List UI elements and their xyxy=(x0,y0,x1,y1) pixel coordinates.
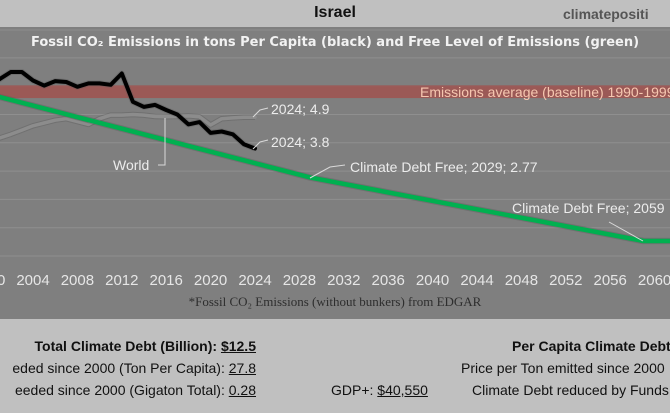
total-climate-debt-value: $12.5 xyxy=(220,338,256,354)
gdp-value: $40,550 xyxy=(377,382,428,398)
x-tick-label: 2056 xyxy=(594,272,627,289)
summary-panel: Total Climate Debt (Billion): $12.5 eded… xyxy=(0,319,670,413)
annotation-debt-free-2059: Climate Debt Free; 2059 xyxy=(512,200,665,216)
leader-world-2024 xyxy=(252,107,269,118)
x-tick-label: 2040 xyxy=(416,272,449,289)
gdp: GDP+: $40,550 xyxy=(331,382,428,398)
annotation-israel-2024: 2024; 3.8 xyxy=(271,134,330,150)
ton-per-capita-value: 27.8 xyxy=(228,360,256,376)
x-tick-label: 2008 xyxy=(61,272,94,289)
x-tick-label: 2060 xyxy=(638,272,670,289)
funds-reduction-label: Climate Debt reduced by Funds xyxy=(472,382,669,398)
leader-debt-free-2029 xyxy=(309,164,346,179)
x-tick-label: 2028 xyxy=(283,272,316,289)
gigaton-total-value: 0.28 xyxy=(228,382,256,398)
ton-per-capita: eded since 2000 (Ton Per Capita): 27.8 xyxy=(12,360,256,376)
annotation-world: World xyxy=(113,157,149,173)
x-tick-label: 2052 xyxy=(549,272,582,289)
total-climate-debt: Total Climate Debt (Billion): $12.5 xyxy=(35,338,256,354)
baseline-label: Emissions average (baseline) 1990-1999; … xyxy=(420,84,670,100)
ton-per-capita-label: eded since 2000 (Ton Per Capita): xyxy=(12,360,229,376)
x-tick-label: 2032 xyxy=(327,272,360,289)
annotation-world-2024: 2024; 4.9 xyxy=(271,101,330,117)
country-title: Israel xyxy=(314,4,356,21)
leader-israel-2024 xyxy=(252,139,269,150)
x-tick-label: 2044 xyxy=(460,272,493,289)
gigaton-total-label: eeded since 2000 (Gigaton Total): xyxy=(14,382,229,398)
chart-background xyxy=(0,27,670,319)
title-bar: Israel climatepositi xyxy=(0,0,670,27)
series-line-world xyxy=(0,112,257,140)
site-watermark: climatepositi xyxy=(563,6,649,22)
chart-title: Fossil CO₂ Emissions in tons Per Capita … xyxy=(31,35,639,50)
annotation-debt-free-2029: Climate Debt Free; 2029; 2.77 xyxy=(350,159,538,175)
baseline-band xyxy=(0,85,670,99)
series-line-israel xyxy=(0,70,257,151)
gdp-label: GDP+: xyxy=(331,382,378,398)
emissions-chart: Fossil CO₂ Emissions in tons Per Capita … xyxy=(0,29,670,309)
x-tick-label: 2012 xyxy=(105,272,138,289)
x-tick-label: 2004 xyxy=(16,272,49,289)
x-tick-label: 2024 xyxy=(238,272,271,289)
leader-debt-free-2059 xyxy=(608,221,644,242)
x-tick-label: 2000 xyxy=(0,272,5,289)
price-per-ton-label: Price per Ton emitted since 2000 xyxy=(461,360,665,376)
total-climate-debt-label: Total Climate Debt (Billion): xyxy=(34,338,221,354)
x-tick-label: 2020 xyxy=(194,272,227,289)
per-capita-climate-debt-label: Per Capita Climate Debt xyxy=(512,338,670,354)
x-tick-label: 2048 xyxy=(505,272,538,289)
x-tick-label: 2016 xyxy=(150,272,183,289)
x-tick-label: 2036 xyxy=(372,272,405,289)
leader-world xyxy=(158,118,166,166)
gigaton-total: eeded since 2000 (Gigaton Total): 0.28 xyxy=(15,382,256,398)
series-line-climate-debt-free xyxy=(0,94,670,244)
chart-footnote: *Fossil CO₂ Emissions (without bunkers) … xyxy=(189,294,482,309)
